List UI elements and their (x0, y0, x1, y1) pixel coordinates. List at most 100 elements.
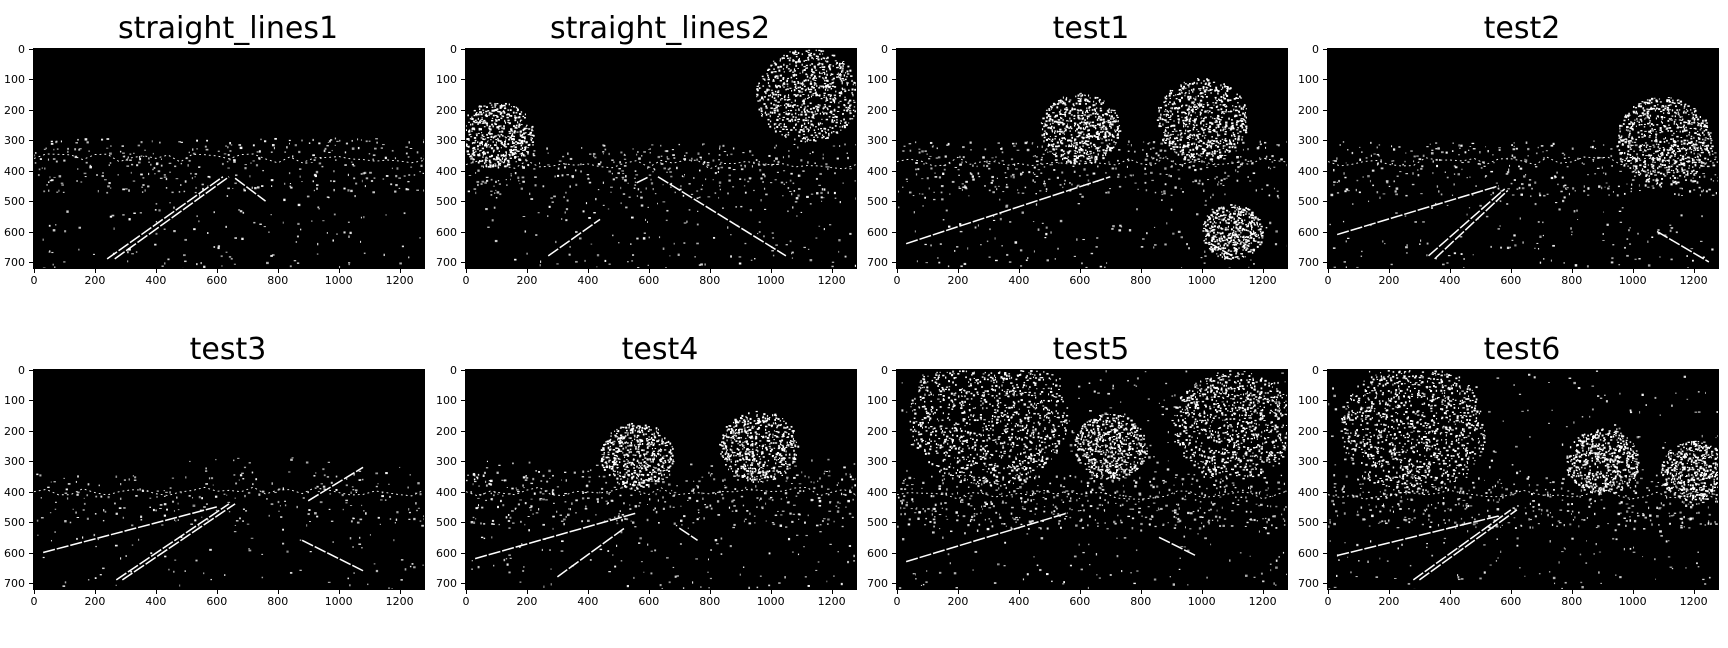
x-tick-mark (338, 590, 340, 594)
horizon-edges (1328, 489, 1718, 500)
edge-noise (1329, 140, 1718, 268)
x-tick-mark (399, 269, 401, 273)
x-tick-label: 1200 (1679, 274, 1708, 287)
y-tick-label: 200 (436, 103, 457, 117)
y-tick-mark (461, 400, 465, 402)
x-tick-mark (770, 269, 772, 273)
y-tick-label: 700 (436, 576, 457, 590)
edge-pixels (897, 370, 1287, 589)
y-tick-mark (1323, 430, 1327, 432)
y-tick-label: 100 (1298, 73, 1319, 87)
x-tick-label: 800 (699, 595, 721, 608)
x-tick-mark (1449, 269, 1451, 273)
y-tick-label: 700 (867, 255, 888, 269)
y-tick-label: 700 (1298, 576, 1319, 590)
foliage-edges (719, 410, 800, 483)
horizon-edges (34, 153, 424, 164)
y-tick-label: 700 (4, 576, 25, 590)
x-tick-label: 800 (699, 274, 721, 287)
x-tick-label: 600 (638, 274, 660, 287)
y-tick-mark (29, 400, 33, 402)
y-tick-label: 300 (436, 134, 457, 148)
x-tick-label: 600 (1069, 595, 1091, 608)
x-tick-mark (1328, 269, 1329, 273)
x-tick-mark (1510, 590, 1512, 594)
edge-pixels (466, 49, 856, 268)
x-tick-mark (897, 590, 898, 594)
y-tick-label: 400 (436, 485, 457, 499)
edge-noise (467, 143, 856, 268)
foliage-edges (1171, 370, 1287, 480)
edge-noise (466, 458, 856, 589)
x-tick-label: 600 (1069, 274, 1091, 287)
y-tick-mark (29, 201, 33, 203)
x-tick-label: 0 (893, 595, 901, 608)
x-tick-mark (1079, 269, 1081, 273)
x-tick-mark (34, 269, 35, 273)
y-tick-label: 500 (4, 516, 25, 530)
x-tick-mark (831, 590, 833, 594)
subplot-title: test2 (1483, 11, 1561, 46)
y-tick-mark (1323, 140, 1327, 142)
y-tick-mark (461, 582, 465, 584)
foliage-edges (1202, 204, 1264, 260)
y-tick-label: 300 (867, 134, 888, 148)
y-tick-label: 0 (18, 364, 25, 377)
edge-image (896, 48, 1288, 269)
y-tick-mark (1323, 109, 1327, 111)
y-tick-label: 100 (867, 394, 888, 408)
x-tick-label: 1200 (817, 595, 846, 608)
y-tick-mark (1323, 552, 1327, 554)
lane-line-edge (678, 527, 698, 541)
horizon-edges (897, 156, 1287, 167)
x-tick-mark (1388, 590, 1390, 594)
y-tick-mark (1323, 370, 1327, 371)
x-tick-label: 1000 (756, 274, 785, 287)
y-tick-mark (1323, 170, 1327, 172)
y-tick-mark (29, 231, 33, 233)
y-tick-label: 300 (4, 134, 25, 148)
y-tick-mark (29, 261, 33, 263)
x-tick-label: 400 (1439, 595, 1461, 608)
lane-line-edge (1428, 188, 1506, 257)
x-tick-mark (216, 269, 218, 273)
x-tick-mark (216, 590, 218, 594)
y-tick-label: 100 (1298, 394, 1319, 408)
lane-line-edge (547, 218, 601, 257)
y-tick-label: 500 (1298, 195, 1319, 209)
y-tick-label: 100 (436, 394, 457, 408)
y-tick-label: 0 (881, 43, 888, 56)
x-tick-mark (770, 590, 772, 594)
edge-image (465, 48, 857, 269)
x-tick-label: 800 (1561, 595, 1583, 608)
subplot-panel: test1 0 100 200 300 400 500 600 700 0 200 400 600 800… (856, 14, 1326, 327)
x-tick-mark (587, 590, 589, 594)
y-tick-label: 500 (1298, 516, 1319, 530)
y-tick-mark (892, 261, 896, 263)
x-tick-label: 400 (1439, 274, 1461, 287)
x-tick-label: 1200 (1248, 595, 1277, 608)
x-tick-label: 0 (30, 274, 38, 287)
y-tick-mark (29, 552, 33, 554)
y-tick-label: 300 (436, 455, 457, 469)
x-tick-mark (277, 269, 279, 273)
edge-image (33, 369, 425, 590)
y-tick-label: 400 (436, 164, 457, 178)
lane-line-edge (657, 176, 787, 257)
lane-line-edge (636, 176, 650, 184)
y-tick-label: 200 (4, 424, 25, 438)
foliage-edges (909, 370, 1069, 487)
y-tick-mark (461, 79, 465, 81)
x-tick-label: 1200 (817, 274, 846, 287)
edge-noise (897, 370, 1287, 589)
lane-line-edge (556, 527, 625, 578)
y-tick-label: 200 (4, 103, 25, 117)
edge-pixels (1328, 370, 1718, 589)
horizon-edges (466, 159, 856, 170)
foliage-edges (600, 422, 675, 490)
x-tick-label: 0 (893, 274, 901, 287)
y-tick-mark (461, 461, 465, 463)
edge-pixels (897, 78, 1287, 268)
y-tick-mark (29, 170, 33, 172)
subplot-panel: test5 0 100 200 300 400 500 600 700 0 200 400 600 800… (856, 335, 1326, 648)
